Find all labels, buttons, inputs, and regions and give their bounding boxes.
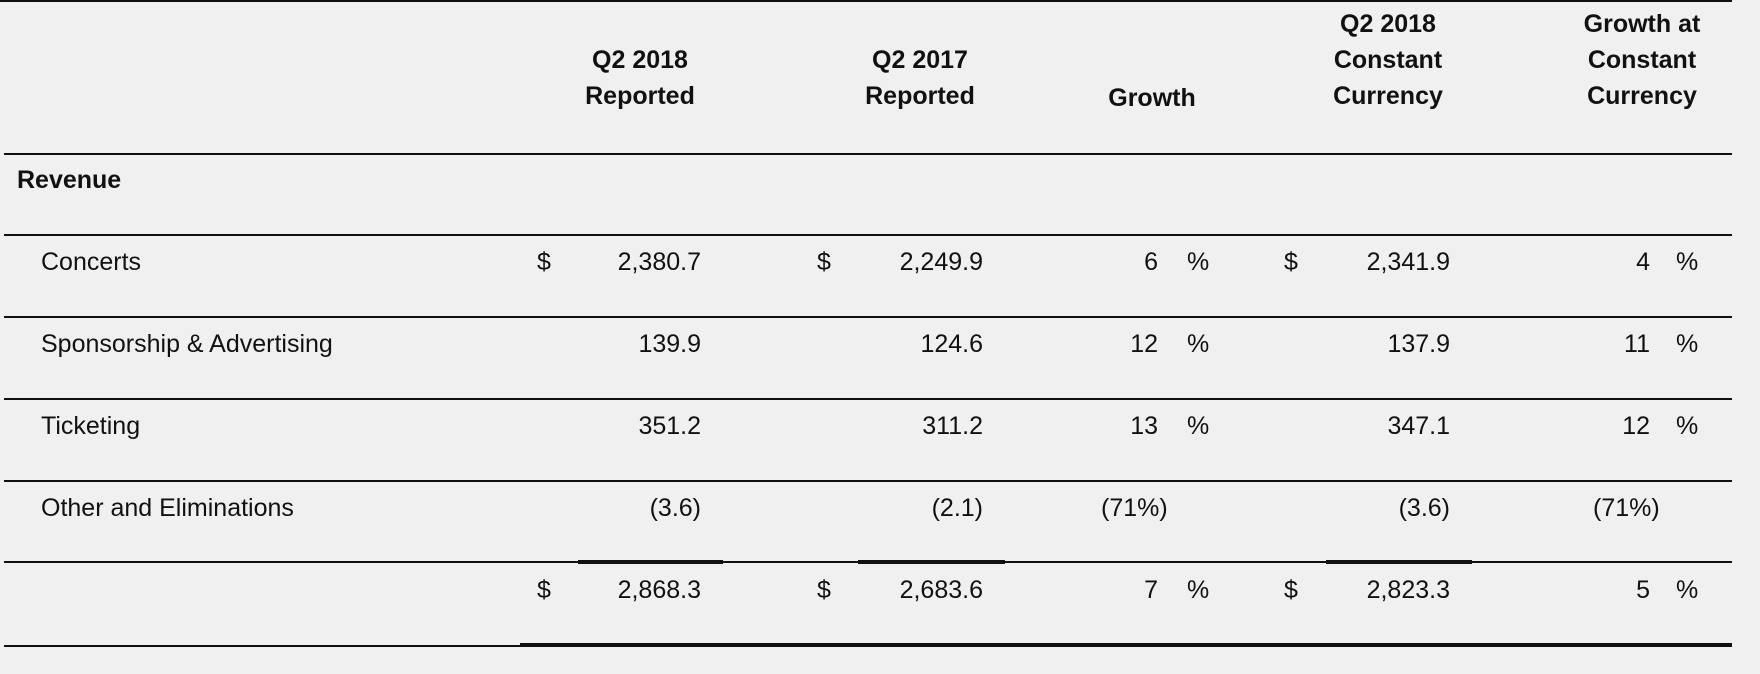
value-q2-2018-cc: 2,823.3 (1366, 576, 1450, 604)
percent-symbol: % (1187, 248, 1210, 276)
header-bottom-border (4, 153, 1732, 155)
row-label: Other and Eliminations (41, 494, 294, 522)
value-q2-2018: 2,868.3 (617, 576, 701, 604)
row-divider (4, 316, 1732, 318)
header-growth-constant-currency: Growth at Constant Currency (1583, 10, 1701, 110)
percent-symbol: % (1676, 248, 1699, 276)
value-growth-cc: (71%) (1593, 494, 1660, 522)
value-growth-cc: 12 (1622, 412, 1650, 440)
value-q2-2017: (2.1) (931, 494, 983, 522)
currency-symbol: $ (537, 248, 551, 276)
section-label-revenue: Revenue (17, 166, 122, 194)
percent-symbol: % (1676, 330, 1699, 358)
percent-symbol: % (1187, 412, 1210, 440)
percent-symbol: % (1676, 576, 1699, 604)
subtotal-underline (578, 560, 723, 564)
currency-symbol: $ (817, 248, 831, 276)
currency-symbol: $ (1284, 248, 1298, 276)
value-q2-2017: 2,683.6 (899, 576, 983, 604)
row-divider (4, 480, 1732, 482)
value-growth-cc: 5 (1636, 576, 1650, 604)
value-q2-2018: (3.6) (649, 494, 701, 522)
row-label: Sponsorship & Advertising (41, 330, 333, 358)
currency-symbol: $ (537, 576, 551, 604)
value-growth: 6 (1144, 248, 1158, 276)
row-label: Concerts (41, 248, 142, 276)
currency-symbol: $ (1284, 576, 1298, 604)
value-q2-2018: 2,380.7 (617, 248, 701, 276)
row-label: Ticketing (41, 412, 141, 440)
section-divider (4, 234, 1732, 236)
header-q2-2018-reported: Q2 2018 Reported (585, 46, 695, 110)
percent-symbol: % (1676, 412, 1699, 440)
value-q2-2018: 351.2 (638, 412, 701, 440)
value-growth: 12 (1130, 330, 1158, 358)
percent-symbol: % (1187, 330, 1210, 358)
subtotal-underline (1326, 560, 1472, 564)
value-q2-2017: 311.2 (922, 412, 983, 440)
value-growth: 7 (1144, 576, 1158, 604)
row-divider (4, 398, 1732, 400)
value-q2-2018-cc: 137.9 (1387, 330, 1450, 358)
value-q2-2018-cc: (3.6) (1398, 494, 1450, 522)
value-q2-2018-cc: 347.1 (1387, 412, 1450, 440)
table-top-border (0, 0, 1732, 2)
value-growth-cc: 11 (1624, 330, 1650, 358)
value-q2-2018: 139.9 (638, 330, 701, 358)
value-growth: (71%) (1101, 494, 1168, 522)
total-underline (520, 643, 1732, 647)
currency-symbol: $ (817, 576, 831, 604)
percent-symbol: % (1187, 576, 1210, 604)
subtotal-underline (858, 560, 1005, 564)
value-q2-2017: 2,249.9 (899, 248, 983, 276)
value-growth: 13 (1130, 412, 1158, 440)
header-q2-2018-constant-currency: Q2 2018 Constant Currency (1333, 10, 1443, 110)
value-q2-2018-cc: 2,341.9 (1366, 248, 1450, 276)
value-growth-cc: 4 (1636, 248, 1650, 276)
value-q2-2017: 124.6 (920, 330, 983, 358)
header-growth: Growth (1108, 84, 1196, 112)
header-q2-2017-reported: Q2 2017 Reported (865, 46, 975, 110)
